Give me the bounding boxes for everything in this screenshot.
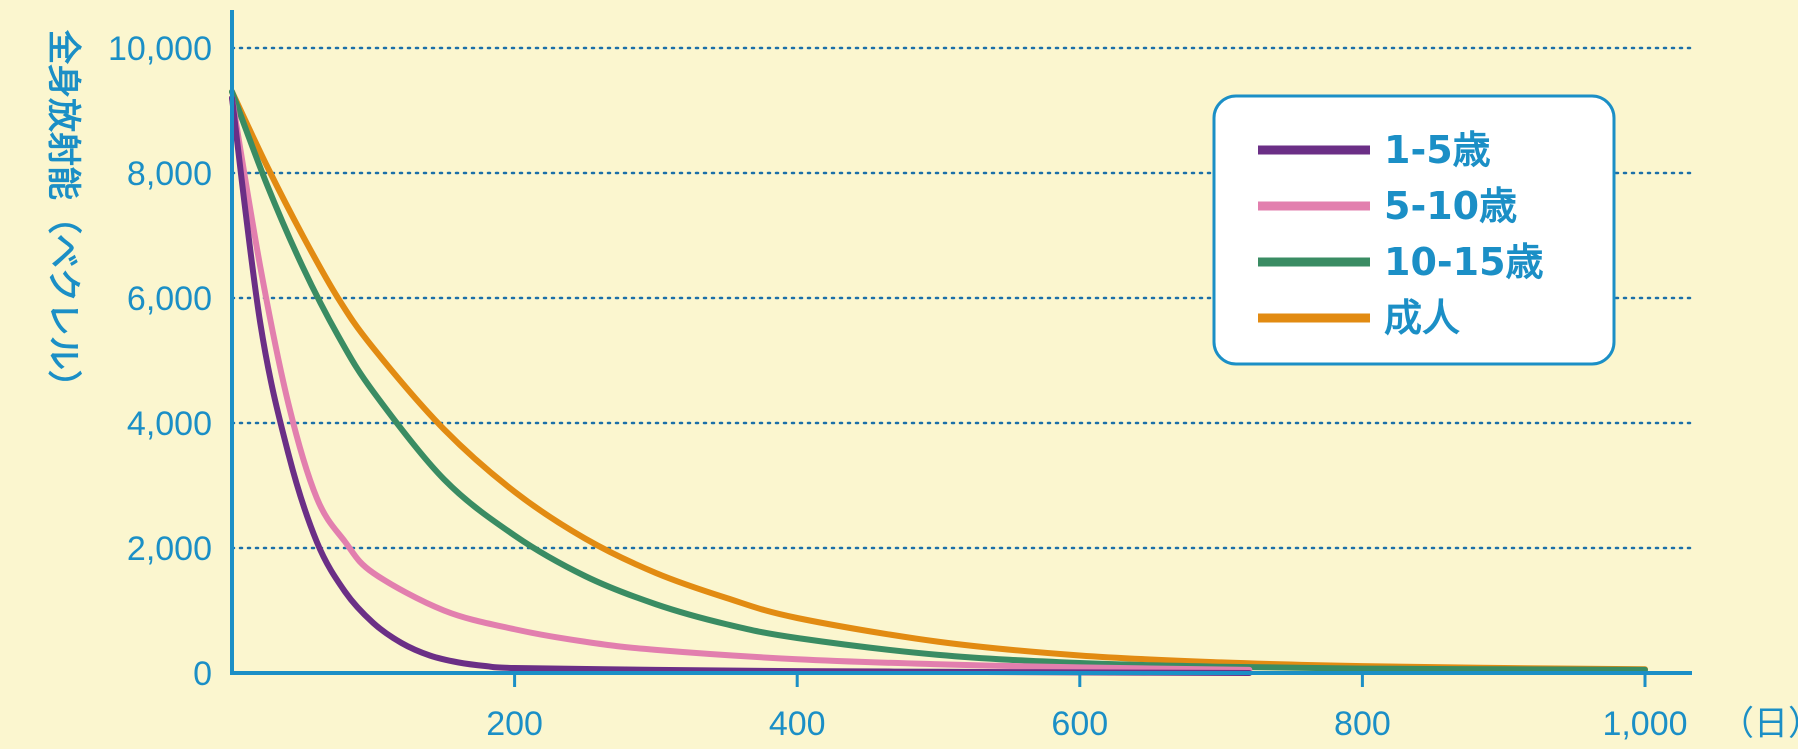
x-tick-label: 200 [486, 705, 543, 743]
y-ticks: 0 2,000 4,000 6,000 8,000 10,000 [108, 30, 212, 693]
y-tick-label: 2,000 [127, 530, 212, 568]
series-lines [229, 88, 1648, 676]
series-line-2 [229, 95, 1253, 673]
y-tick-label: 8,000 [127, 155, 212, 193]
axes [230, 10, 1692, 675]
x-tick-label: 600 [1051, 705, 1108, 743]
legend-label: 1-5歳 [1384, 128, 1491, 172]
legend-label: 10-15歳 [1384, 240, 1544, 284]
legend-label: 成人 [1384, 296, 1460, 340]
y-axis-label: 全身放射能（ベクレル） [43, 29, 83, 404]
y-tick-label: 0 [193, 655, 212, 693]
y-tick-label: 10,000 [108, 30, 212, 68]
x-unit-label: （日） [1720, 705, 1798, 743]
legend-label: 5-10歳 [1384, 184, 1517, 228]
x-tick-label: 800 [1334, 705, 1391, 743]
series-line-1 [229, 95, 1253, 676]
y-tick-label: 4,000 [127, 405, 212, 443]
x-tick-label: 400 [769, 705, 826, 743]
series-line-3 [229, 88, 1648, 673]
x-ticks: 200 400 600 800 1,000 [486, 673, 1688, 743]
x-tick-label: 1,000 [1602, 705, 1687, 743]
legend-box [1212, 94, 1616, 366]
y-tick-label: 6,000 [127, 280, 212, 318]
